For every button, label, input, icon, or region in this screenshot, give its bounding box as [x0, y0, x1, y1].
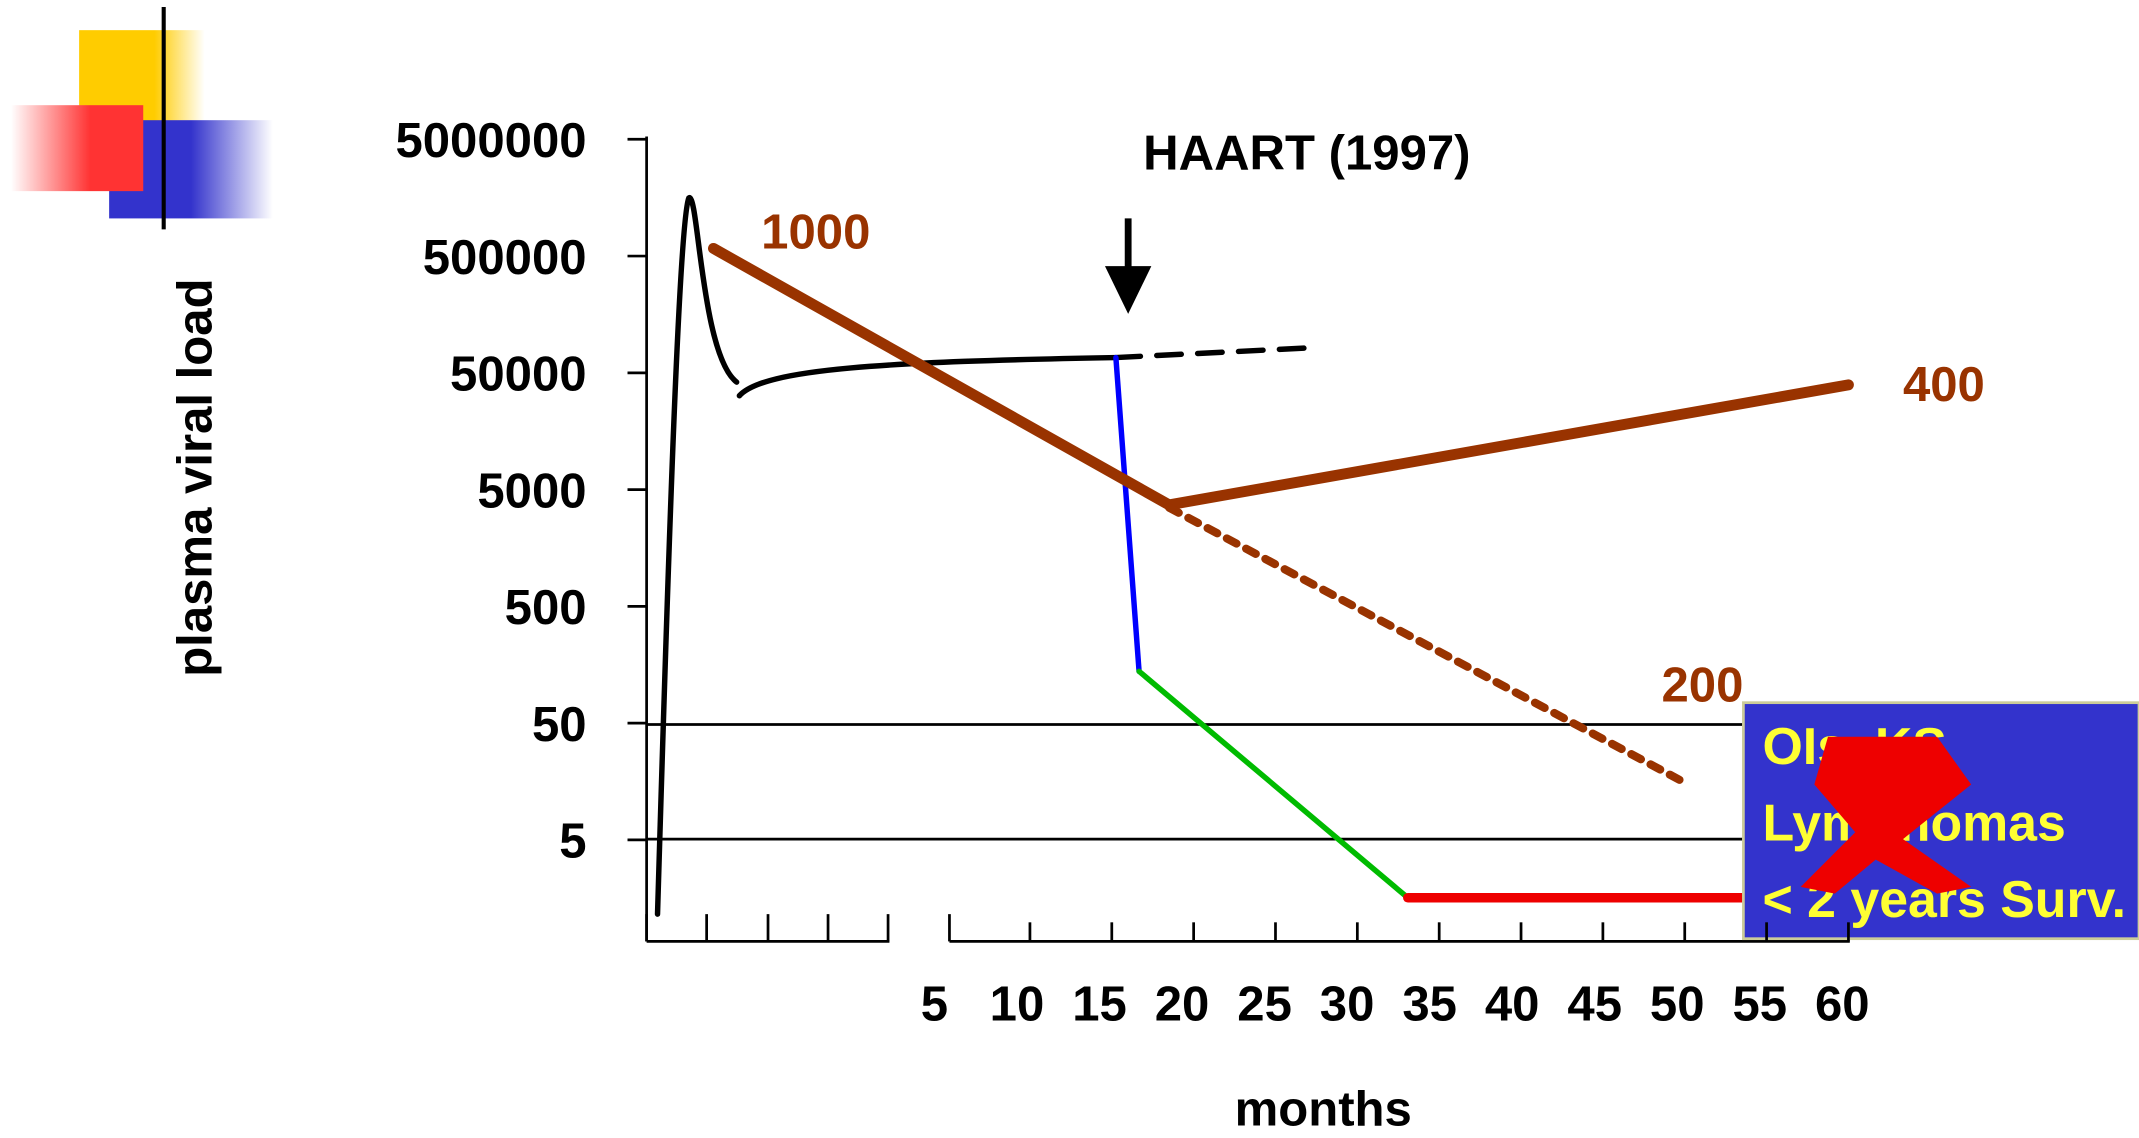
x-tick-label: 5: [921, 978, 948, 1032]
y-tick-label: 5: [559, 815, 586, 869]
curves: [654, 195, 1854, 917]
arrow: [1104, 218, 1152, 314]
x-tick-label: 40: [1485, 978, 1540, 1032]
outcome-box: OIs, KSLymphomas< 2 years Surv.: [1742, 701, 2139, 941]
x-tick-label: 30: [1320, 978, 1375, 1032]
y-tick-label: 500: [505, 581, 587, 635]
x-tick-label: 25: [1237, 978, 1292, 1032]
x-tick-label: 35: [1402, 978, 1457, 1032]
y-axis-label: plasma viral load: [168, 278, 222, 676]
x-tick-label: 60: [1815, 978, 1870, 1032]
annotation: 400: [1903, 358, 1985, 412]
x-tick-label: 50: [1650, 978, 1705, 1032]
cross-mark: [1800, 736, 1972, 894]
x-tick-label: 20: [1155, 978, 1210, 1032]
y-tick-label: 50000: [450, 348, 587, 402]
x-axis-label: months: [1235, 1083, 1412, 1137]
annotation: 1000: [761, 205, 870, 259]
x-tick-label: 55: [1732, 978, 1787, 1032]
x-tick-label: 10: [990, 978, 1045, 1032]
annotation: 200: [1662, 658, 1744, 712]
y-tick-label: 5000000: [395, 114, 586, 168]
y-tick-label: 500000: [423, 231, 587, 285]
y-tick-label: 50: [532, 698, 587, 752]
x-tick-label: 45: [1567, 978, 1622, 1032]
haart-label: HAART (1997): [1143, 126, 1470, 180]
y-tick-label: 5000: [477, 464, 586, 518]
x-tick-label: 15: [1072, 978, 1127, 1032]
decoration: [10, 6, 2006, 230]
